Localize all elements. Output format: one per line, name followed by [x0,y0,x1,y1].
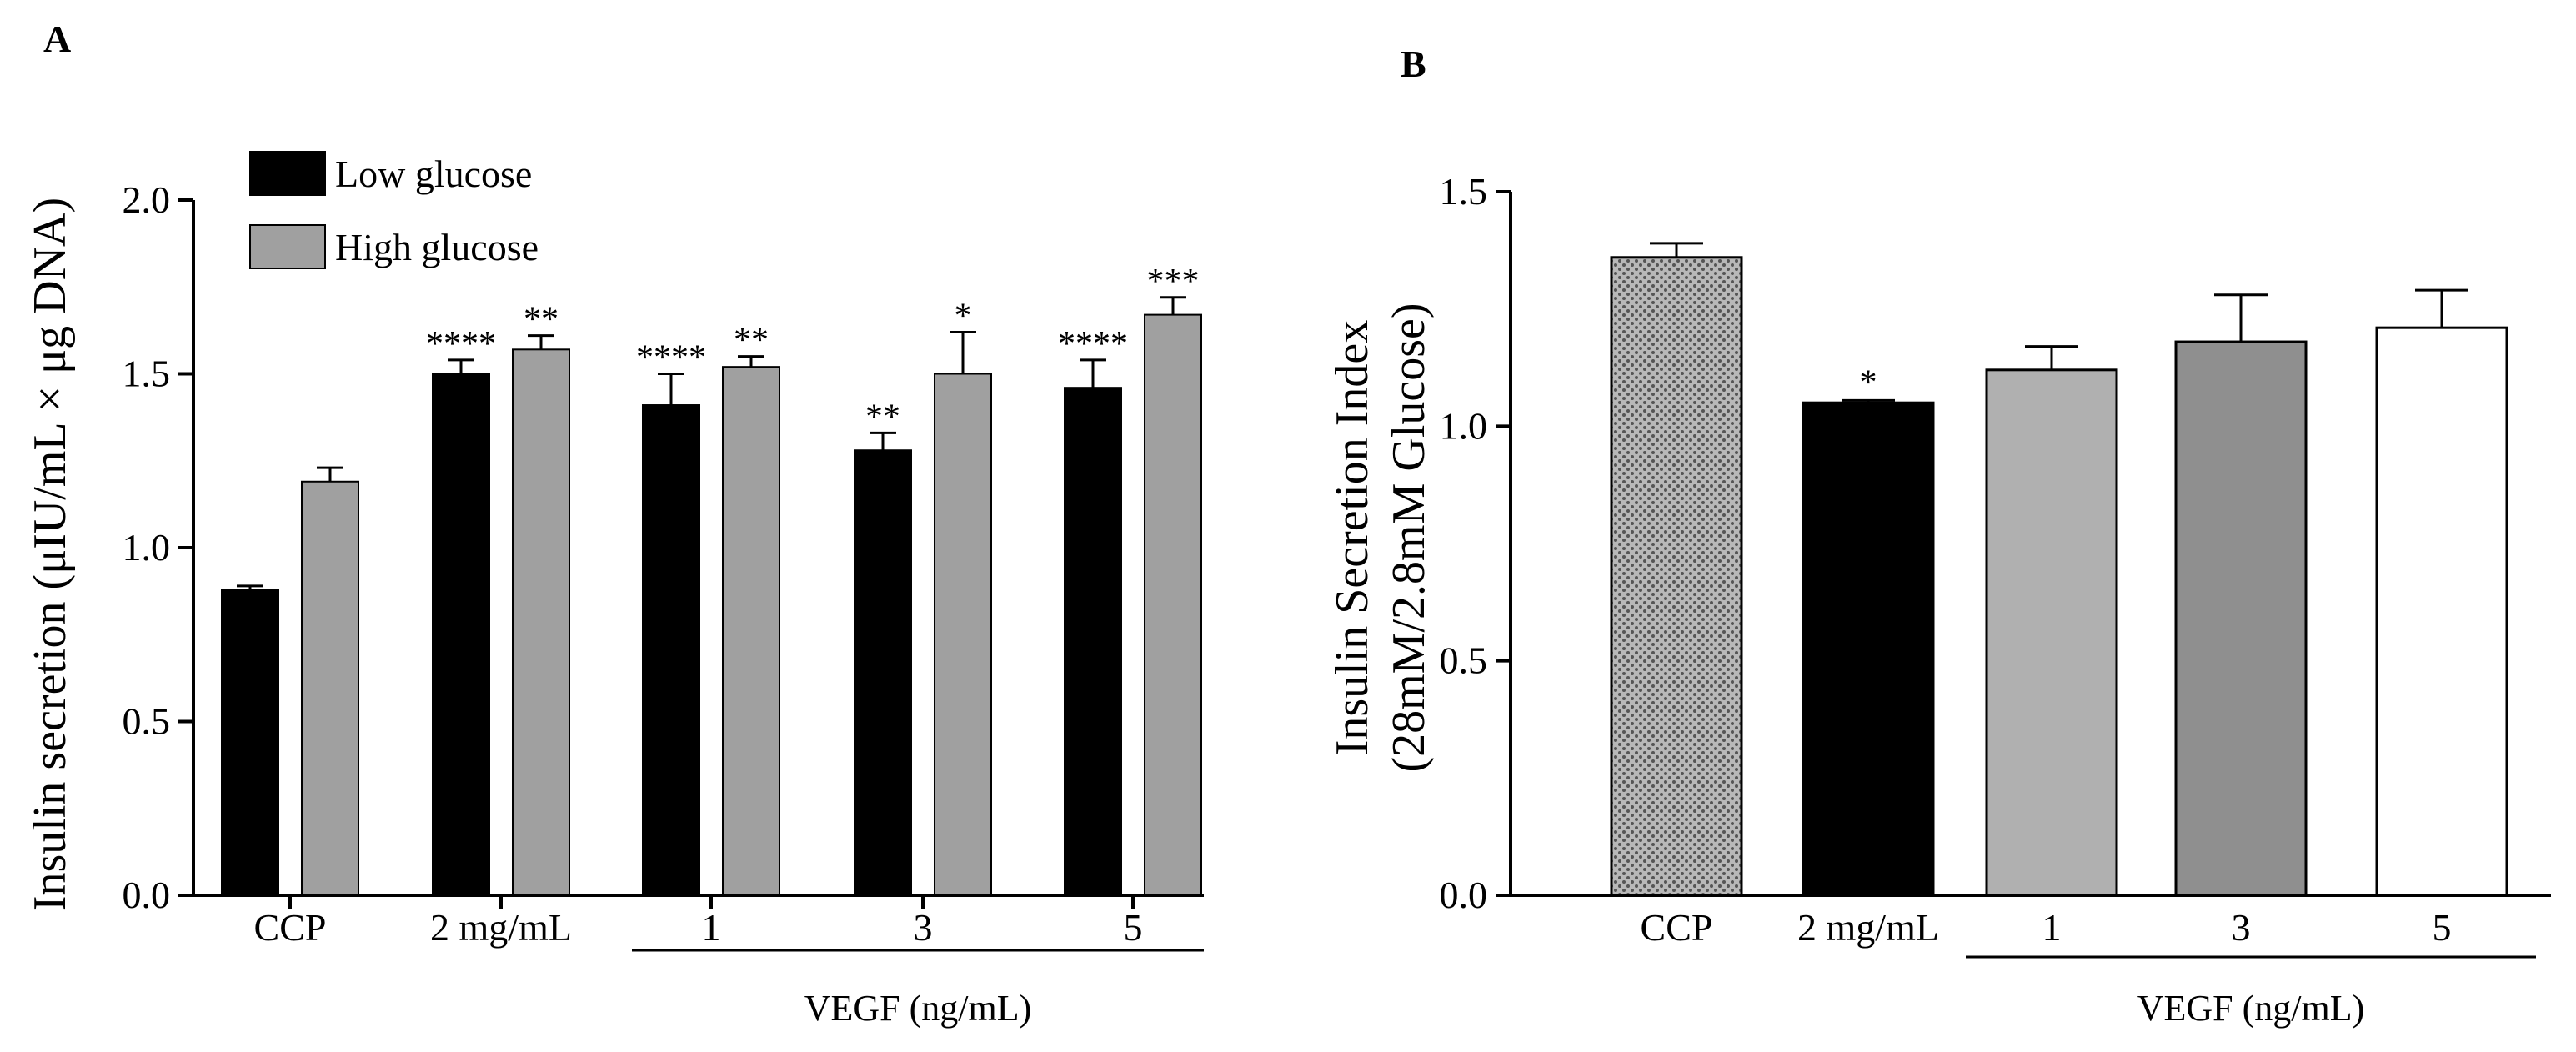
panel-b-y-ticks: 0.0 0.5 1.0 1.5 [1440,170,1511,916]
significance-marker: ** [524,301,559,339]
bar-index-3 [2174,340,2308,897]
bar-low-glucose-3 [854,449,912,896]
panel-b-x-label-ccp: CCP [1641,906,1713,949]
panel-a-y-axis-label: Insulin secretion (μIU/mL × μg DNA) [24,198,76,911]
panel-b-x-label-2-mg-ml: 2 mg/mL [1797,906,1939,949]
panel-a-y-tick-label: 0.5 [123,700,171,743]
bar-low-glucose-2-mg-ml [432,373,490,896]
panel-a-x-label-3: 3 [914,906,933,949]
panel-b: B Insulin Secretion Index (28mM/2.8mM Gl… [1326,43,2551,1029]
panel-a-bars: ********** ************ [221,263,1202,897]
panel-a-group-label: VEGF (ng/mL) [804,988,1032,1029]
bar-high-glucose-2-mg-ml [512,348,570,896]
legend-label-high-glucose: High glucose [335,226,539,268]
panel-a-label: A [43,18,71,60]
panel-b-x-label-3: 3 [2232,906,2251,949]
panel-b-y-axis-label-line2: (28mM/2.8mM Glucose) [1383,303,1435,772]
panel-b-y-tick-label: 0.5 [1440,639,1488,682]
bar-index-ccp [1610,256,1743,897]
bar-high-glucose-5 [1144,313,1202,896]
significance-marker: ** [865,398,900,436]
significance-marker: *** [1147,263,1200,301]
panel-b-y-tick-label: 1.0 [1440,404,1488,447]
significance-marker: **** [426,325,496,363]
panel-b-y-tick-label: 1.5 [1440,170,1488,213]
panel-a: A Insulin secretion (μIU/mL × μg DNA) 0.… [24,18,1204,1029]
bar-index-1 [1985,368,2118,897]
panel-b-group-label: VEGF (ng/mL) [2137,988,2365,1029]
bar-high-glucose-1 [722,366,780,897]
panel-b-x-label-1: 1 [2042,906,2062,949]
panel-b-bars: * [1610,242,2508,897]
bar-index-5 [2375,326,2508,897]
panel-b-y-axis-label-line1: Insulin Secretion Index [1326,320,1378,756]
bar-index-2-mg-ml [1802,401,1935,897]
significance-marker: **** [636,339,706,378]
panel-b-label: B [1401,43,1426,85]
bar-low-glucose-1 [642,404,700,896]
legend-swatch-low-glucose [249,151,326,196]
panel-b-y-tick-label: 0.0 [1440,874,1488,916]
panel-a-y-tick-label: 0.0 [123,874,171,916]
panel-a-x-label-1: 1 [702,906,721,949]
significance-marker: * [955,297,972,335]
legend: Low glucose High glucose [249,151,539,269]
panel-a-x-label-2-mg-ml: 2 mg/mL [430,906,572,949]
panel-a-y-tick-label: 1.0 [123,526,171,569]
panel-a-x-label-ccp: CCP [254,906,327,949]
panel-a-y-tick-label: 2.0 [123,178,171,221]
legend-label-low-glucose: Low glucose [335,153,532,195]
bar-high-glucose-3 [934,373,992,896]
panel-a-x-labels: CCP 2 mg/mL 1 3 5 [193,894,1204,949]
significance-marker: * [1860,363,1877,402]
panel-b-x-labels: CCP 2 mg/mL 1 3 5 [1511,894,2551,949]
panel-a-x-label-5: 5 [1124,906,1143,949]
panel-b-x-label-5: 5 [2433,906,2452,949]
significance-marker: **** [1058,325,1128,363]
bar-high-glucose-ccp [301,480,359,897]
bar-low-glucose-ccp [221,589,279,896]
legend-swatch-high-glucose [249,224,326,269]
panel-a-y-tick-label: 1.5 [123,353,171,395]
panel-a-y-ticks: 0.0 0.5 1.0 1.5 2.0 [123,178,193,916]
significance-marker: ** [734,322,769,360]
bar-low-glucose-5 [1064,387,1122,896]
